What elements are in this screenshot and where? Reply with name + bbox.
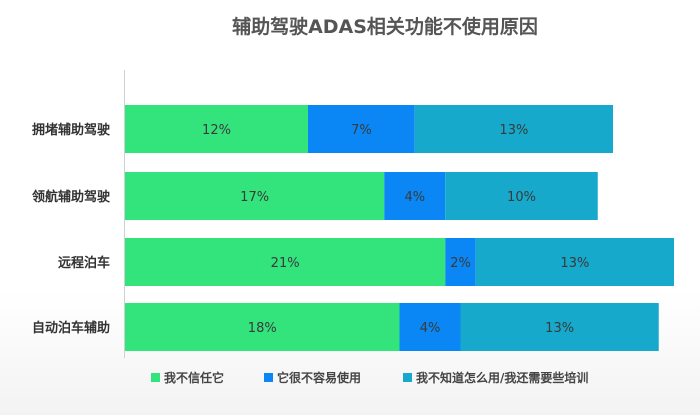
legend-label: 它很不容易使用 (277, 370, 361, 385)
legend: 我不信任它 它很不容易使用 我不知道怎么用/我还需要些培训 (151, 370, 588, 385)
category-label: 自动泊车辅助 (32, 320, 110, 336)
data-label: 4% (404, 190, 425, 205)
bar-segment (399, 303, 461, 351)
legend-label: 我不信任它 (164, 370, 224, 385)
bar-segment (445, 172, 598, 220)
data-label: 13% (499, 123, 528, 138)
category-label: 远程泊车 (58, 255, 110, 271)
bar-segment (475, 238, 674, 286)
data-label: 13% (560, 256, 589, 271)
data-label: 2% (450, 256, 471, 271)
bar-segment (125, 105, 308, 153)
bar-segment (125, 172, 385, 220)
bar-segment (414, 105, 613, 153)
bar-segment (308, 105, 415, 153)
category-label: 领航辅助驾驶 (32, 189, 110, 205)
plot-area: 拥堵辅助驾驶 12% 7% 13% 领航辅助驾驶 17% 4% 10% 远程泊车 21% 2% 13%… (32, 105, 674, 351)
data-label: 4% (420, 321, 441, 336)
data-label: 18% (248, 321, 277, 336)
category-label: 拥堵辅助驾驶 (32, 122, 110, 138)
data-label: 17% (240, 190, 269, 205)
legend-label: 我不知道怎么用/我还需要些培训 (416, 370, 588, 385)
legend-swatch (264, 373, 273, 382)
bar-segment (125, 303, 400, 351)
bar-segment (384, 172, 446, 220)
data-label: 12% (202, 123, 231, 138)
data-label: 7% (351, 123, 372, 138)
legend-swatch (403, 373, 412, 382)
data-label: 13% (545, 321, 574, 336)
bar-segment (445, 238, 476, 286)
bar-segment (125, 238, 446, 286)
data-label: 10% (507, 190, 536, 205)
legend-swatch (151, 373, 160, 382)
data-label: 21% (271, 256, 300, 271)
bar-segment (460, 303, 659, 351)
chart-title: 辅助驾驶ADAS相关功能不使用原因 (232, 15, 538, 38)
